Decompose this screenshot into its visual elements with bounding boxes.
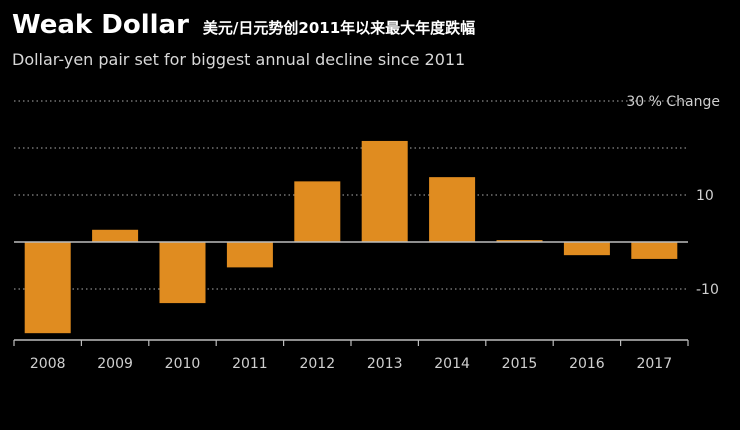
x-tick-label: 2008 (30, 356, 66, 372)
x-tick-label: 2015 (502, 356, 538, 372)
x-tick-label: 2012 (299, 356, 335, 372)
x-tick-label: 2017 (636, 356, 672, 372)
bar-2012 (294, 181, 341, 242)
bar-2008 (24, 242, 71, 334)
y-tick-label-with-unit: 30 % Change (626, 94, 720, 110)
chart-subtitle: Dollar-yen pair set for biggest annual d… (12, 50, 466, 69)
bar-2009 (92, 229, 139, 242)
chart-title-chinese: 美元/日元势创2011年以来最大年度跌幅 (202, 19, 476, 37)
bar-2013 (361, 140, 408, 242)
bar-2015 (496, 240, 543, 242)
x-tick-label: 2013 (367, 356, 403, 372)
bar-2010 (159, 242, 206, 304)
bar-2017 (631, 242, 678, 259)
chart-title: Weak Dollar (12, 10, 189, 40)
bar-2014 (429, 177, 476, 242)
gridlines (14, 100, 688, 290)
x-tick-label: 2016 (569, 356, 605, 372)
tick-labels: 2008 2009 2010 2011 2012 2013 2014 2015 2016 2017… (30, 94, 720, 372)
axes (13, 241, 689, 346)
x-tick-label: 2010 (165, 356, 201, 372)
bars (24, 140, 678, 334)
x-tick-label: 2009 (97, 356, 133, 372)
title-row: Weak Dollar 美元/日元势创2011年以来最大年度跌幅 (12, 10, 475, 40)
x-tick-label: 2014 (434, 356, 470, 372)
x-tick-label: 2011 (232, 356, 268, 372)
y-tick-label: 10 (696, 188, 714, 204)
y-tick-label: -10 (696, 282, 719, 298)
bar-2011 (226, 242, 273, 268)
bar-2016 (563, 242, 610, 256)
